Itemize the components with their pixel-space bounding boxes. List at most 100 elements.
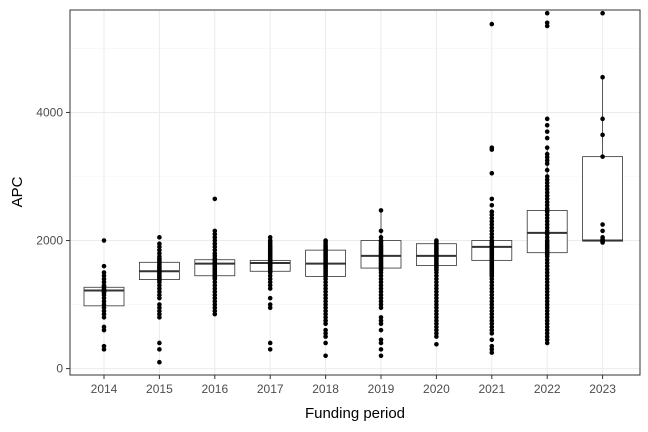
- data-point: [544, 308, 550, 314]
- data-point: [434, 273, 439, 279]
- data-point: [323, 353, 328, 359]
- data-point: [544, 260, 550, 266]
- data-point: [157, 302, 162, 307]
- data-point: [101, 270, 107, 275]
- data-point: [544, 279, 550, 285]
- axis-ticks: 0 2000 4000 2014 2015 2016 2017 2018 2019 2020 202…: [36, 105, 616, 396]
- data-point: [267, 286, 273, 291]
- data-point: [378, 270, 384, 275]
- data-point: [434, 321, 439, 327]
- data-point: [378, 321, 384, 327]
- data-point: [157, 340, 162, 346]
- data-point: [267, 273, 273, 279]
- data-point: [434, 276, 439, 282]
- data-point: [544, 116, 550, 122]
- data-point: [157, 251, 162, 256]
- data-point: [489, 343, 495, 349]
- data-point: [544, 177, 550, 182]
- data-point: [267, 347, 273, 352]
- data-point: [101, 279, 107, 285]
- data-point: [544, 203, 550, 208]
- data-point: [600, 222, 605, 227]
- data-point: [101, 295, 107, 301]
- x-tick-label: 2016: [201, 382, 228, 396]
- data-point: [544, 276, 550, 282]
- data-point: [101, 299, 107, 304]
- data-point: [101, 327, 107, 333]
- data-point: [323, 283, 328, 288]
- data-point: [378, 228, 384, 234]
- data-point: [544, 231, 550, 237]
- data-point: [544, 209, 550, 215]
- data-point: [600, 74, 605, 80]
- data-point: [544, 222, 550, 227]
- data-point: [157, 292, 162, 298]
- data-point: [378, 292, 384, 298]
- data-point: [489, 292, 495, 298]
- x-tick-label: 2022: [534, 382, 561, 396]
- data-point: [544, 305, 550, 311]
- data-point: [434, 331, 439, 336]
- data-point: [489, 289, 495, 295]
- data-point: [544, 331, 550, 336]
- data-point: [378, 295, 384, 301]
- data-point: [157, 279, 162, 285]
- y-axis-title: APC: [9, 176, 26, 207]
- data-point: [323, 302, 328, 307]
- data-point: [489, 295, 495, 301]
- data-point: [600, 116, 605, 122]
- data-point: [600, 240, 605, 245]
- iqr-box: [582, 156, 623, 242]
- data-point: [212, 289, 218, 295]
- data-point: [489, 219, 495, 224]
- data-point: [157, 241, 162, 247]
- y-tick-label: 2000: [36, 234, 63, 248]
- data-point: [323, 334, 328, 339]
- data-point: [544, 190, 550, 195]
- data-point: [434, 295, 439, 301]
- data-point: [212, 302, 218, 307]
- data-point: [157, 308, 162, 314]
- data-point: [378, 299, 384, 304]
- data-point: [434, 334, 439, 339]
- data-point: [212, 286, 218, 291]
- data-point: [544, 145, 550, 150]
- data-point: [489, 215, 495, 221]
- data-point: [323, 340, 328, 346]
- data-point: [544, 122, 550, 128]
- x-tick-label: 2023: [589, 382, 616, 396]
- panel-border: [69, 9, 641, 376]
- data-point: [157, 315, 162, 320]
- x-tick-label: 2021: [478, 382, 505, 396]
- data-point: [267, 302, 273, 307]
- data-point: [544, 161, 550, 166]
- x-tick-label: 2019: [368, 382, 395, 396]
- points: [101, 10, 605, 365]
- data-point: [434, 341, 439, 347]
- data-point: [489, 222, 495, 227]
- data-point: [489, 231, 495, 237]
- data-point: [323, 315, 328, 320]
- data-point: [378, 327, 384, 333]
- data-point: [101, 238, 107, 243]
- data-point: [489, 279, 495, 285]
- data-point: [323, 289, 328, 295]
- data-point: [544, 257, 550, 263]
- data-point: [544, 318, 550, 323]
- data-point: [434, 292, 439, 298]
- data-point: [434, 302, 439, 307]
- data-point: [157, 295, 162, 301]
- data-point: [323, 292, 328, 298]
- data-point: [544, 219, 550, 224]
- data-point: [212, 299, 218, 304]
- data-point: [323, 299, 328, 304]
- data-point: [489, 308, 495, 314]
- data-point: [489, 209, 495, 215]
- data-point: [544, 302, 550, 307]
- data-point: [157, 289, 162, 295]
- data-point: [489, 324, 495, 330]
- x-tick-label: 2014: [91, 382, 118, 396]
- data-point: [212, 311, 218, 317]
- data-point: [544, 154, 550, 160]
- data-point: [378, 273, 384, 279]
